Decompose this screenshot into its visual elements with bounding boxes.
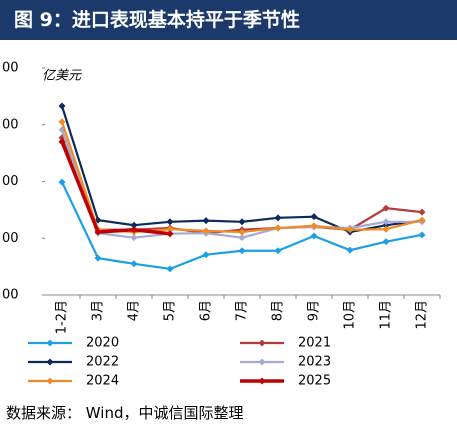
point [382,225,390,233]
point [346,246,354,254]
point [58,102,66,110]
point [166,225,174,233]
point [238,228,246,236]
chart-title: 图 9：进口表现基本持平于季节性 [14,9,300,31]
legend-label: 2023 [298,355,331,370]
point [238,234,246,242]
point [310,213,318,221]
point [94,228,102,236]
point [130,260,138,268]
point [58,118,66,126]
point [310,222,318,230]
x-tick-label: 1-2月 [55,300,70,334]
point [382,238,390,246]
point [238,247,246,255]
source-note: 数据来源： Wind，中诚信国际整理 [6,404,244,422]
point [382,218,390,226]
legend-label: 2025 [298,374,331,389]
y-tick-label: 00 [2,231,19,246]
legend-label: 2020 [86,336,119,351]
legend-label: 2021 [298,336,331,351]
point [238,218,246,226]
point [274,214,282,222]
point [130,221,138,229]
point [346,226,354,234]
point [418,216,426,224]
point [130,226,138,234]
point [166,218,174,226]
point [202,227,210,235]
x-tick-label: 6月 [199,300,214,321]
legend-label: 2022 [86,355,119,370]
chart: 00 00 00 00 00 亿美元 1-2月 3月 4月 5月 6月 7月 8月 9月 10月 11月 12月… [2,61,441,389]
point [274,224,282,232]
legend-marker [46,377,54,385]
point [274,247,282,255]
x-tick-label: 4月 [127,300,142,321]
point [202,217,210,225]
point [166,230,174,238]
x-tick-label: 11月 [379,300,394,330]
point [310,232,318,240]
point [418,208,426,216]
series-line [60,121,423,234]
series-line [60,141,171,236]
x-tick-label: 5月 [163,300,178,321]
unit-label: 亿美元 [42,69,82,84]
y-tick-label: 00 [2,117,19,132]
point [94,254,102,262]
x-tick-label: 3月 [91,300,106,321]
legend-marker [46,339,54,347]
legend-marker [46,358,54,366]
point [382,204,390,212]
point [166,265,174,273]
y-tick-label: 00 [2,174,19,189]
header [0,0,457,40]
x-tick-label: 12月 [415,300,430,330]
point [58,138,66,146]
legend-marker [258,377,266,385]
y-tick-label: 00 [2,288,19,303]
point [130,234,138,242]
legend-marker [258,358,266,366]
x-tick-label: 9月 [307,300,322,321]
point [58,178,66,186]
x-tick-label: 10月 [343,300,358,330]
legend-label: 2024 [86,374,119,389]
x-tick-label: 7月 [235,300,250,321]
point [418,231,426,239]
y-tick-label: 00 [2,61,19,76]
series-line [60,105,423,234]
legend-marker [258,339,266,347]
point [202,251,210,259]
x-tick-label: 8月 [271,300,286,321]
